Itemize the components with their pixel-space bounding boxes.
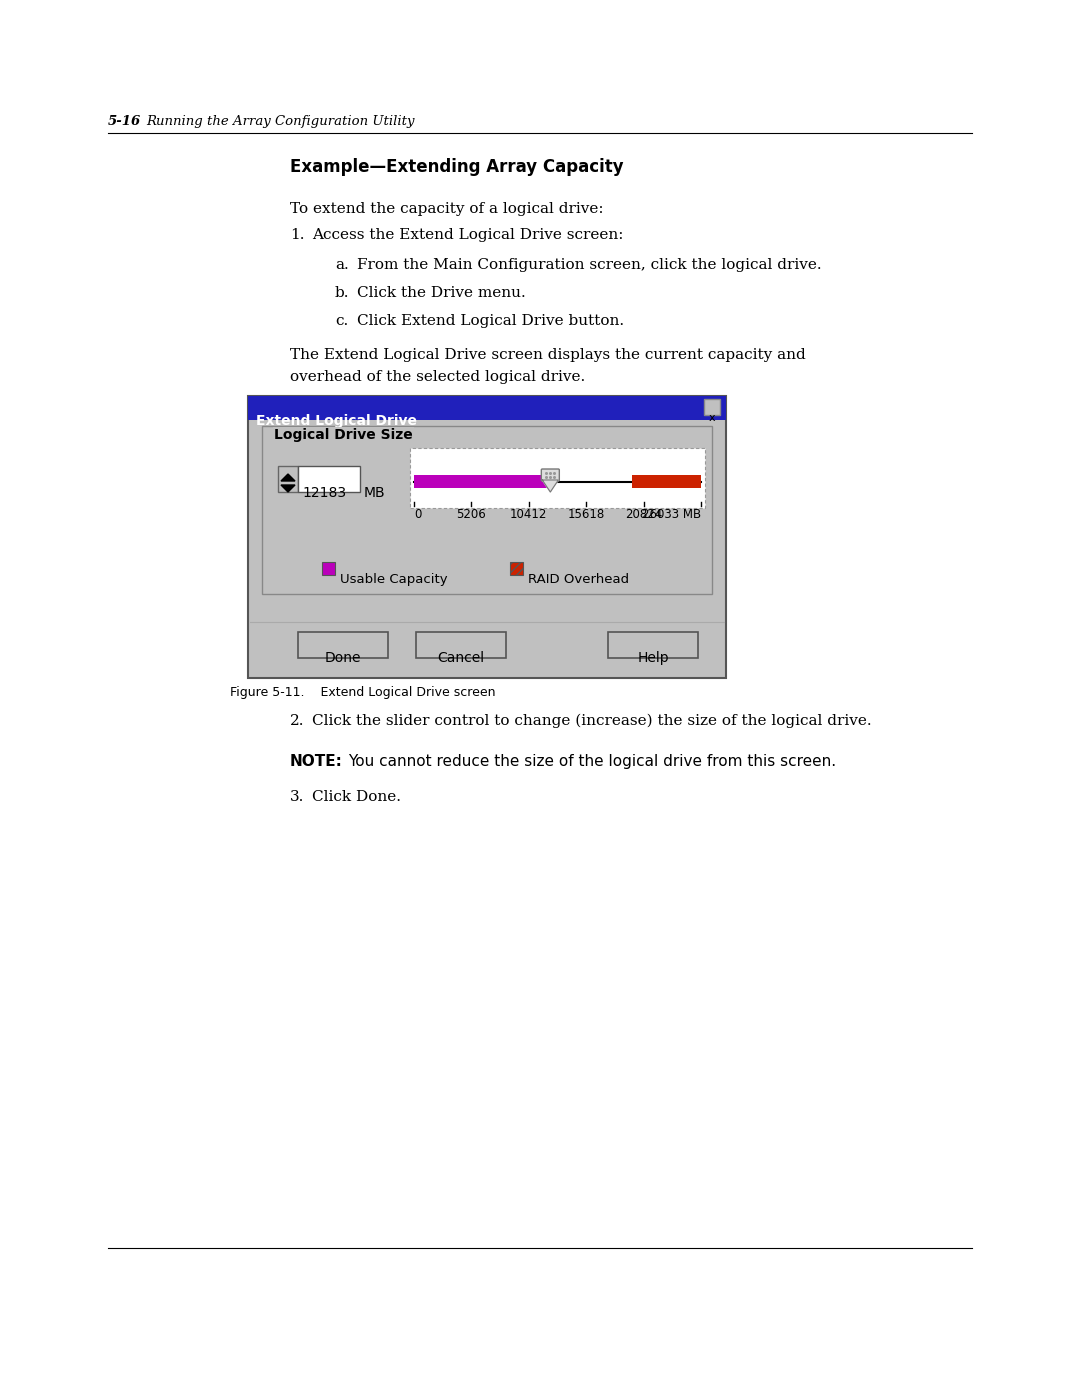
Text: b.: b. (335, 286, 350, 300)
Bar (248, 395, 726, 678)
Polygon shape (542, 481, 558, 492)
Bar (298, 631, 388, 658)
Bar (278, 467, 298, 492)
Text: overhead of the selected logical drive.: overhead of the selected logical drive. (291, 370, 585, 384)
Text: NOTE:: NOTE: (291, 754, 342, 768)
Text: MB: MB (364, 486, 386, 500)
Text: Click Extend Logical Drive button.: Click Extend Logical Drive button. (357, 314, 624, 328)
Text: Click the slider control to change (increase) the size of the logical drive.: Click the slider control to change (incr… (312, 714, 872, 728)
Text: Extend Logical Drive: Extend Logical Drive (256, 414, 417, 427)
Text: Cancel: Cancel (437, 651, 485, 665)
Bar (248, 395, 726, 420)
Text: 3.: 3. (291, 789, 305, 805)
Bar (510, 562, 523, 576)
Text: 1.: 1. (291, 228, 305, 242)
Text: 20824: 20824 (625, 509, 662, 521)
Bar (416, 631, 507, 658)
Text: You cannot reduce the size of the logical drive from this screen.: You cannot reduce the size of the logica… (348, 754, 836, 768)
Bar (608, 631, 698, 658)
Polygon shape (281, 485, 295, 492)
Bar (704, 400, 720, 415)
Text: To extend the capacity of a logical drive:: To extend the capacity of a logical driv… (291, 203, 604, 217)
Text: 0: 0 (414, 509, 421, 521)
Text: 26033 MB: 26033 MB (642, 509, 701, 521)
Text: c.: c. (335, 314, 348, 328)
Text: RAID Overhead: RAID Overhead (528, 573, 630, 585)
Polygon shape (281, 474, 295, 481)
Bar (298, 467, 360, 492)
Text: 15618: 15618 (568, 509, 605, 521)
Text: Usable Capacity: Usable Capacity (340, 573, 447, 585)
Text: Logical Drive Size: Logical Drive Size (274, 427, 413, 441)
Text: 5206: 5206 (457, 509, 486, 521)
Text: Click the Drive menu.: Click the Drive menu. (357, 286, 526, 300)
Text: Example—Extending Array Capacity: Example—Extending Array Capacity (291, 158, 623, 176)
Text: Figure 5-11.    Extend Logical Drive screen: Figure 5-11. Extend Logical Drive screen (230, 686, 496, 698)
Text: Click Done.: Click Done. (312, 789, 401, 805)
Bar (410, 448, 705, 509)
Bar (414, 475, 551, 488)
FancyBboxPatch shape (541, 469, 559, 481)
Text: x: x (708, 414, 715, 423)
Text: a.: a. (335, 258, 349, 272)
Text: The Extend Logical Drive screen displays the current capacity and: The Extend Logical Drive screen displays… (291, 348, 806, 362)
Bar (262, 426, 712, 594)
Text: 2.: 2. (291, 714, 305, 728)
Text: 5-16: 5-16 (108, 115, 141, 129)
Bar (632, 475, 701, 488)
Text: 12183: 12183 (302, 486, 346, 500)
Text: Help: Help (637, 651, 669, 665)
Text: 10412: 10412 (510, 509, 548, 521)
Text: From the Main Configuration screen, click the logical drive.: From the Main Configuration screen, clic… (357, 258, 822, 272)
Bar (322, 562, 335, 576)
Text: Access the Extend Logical Drive screen:: Access the Extend Logical Drive screen: (312, 228, 623, 242)
Text: Done: Done (325, 651, 361, 665)
Text: Running the Array Configuration Utility: Running the Array Configuration Utility (146, 115, 415, 129)
